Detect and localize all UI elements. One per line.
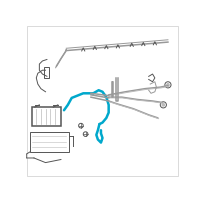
- Bar: [32, 107, 61, 126]
- Circle shape: [167, 84, 169, 86]
- Bar: [30, 132, 69, 152]
- Bar: [44, 67, 49, 78]
- Circle shape: [162, 104, 164, 106]
